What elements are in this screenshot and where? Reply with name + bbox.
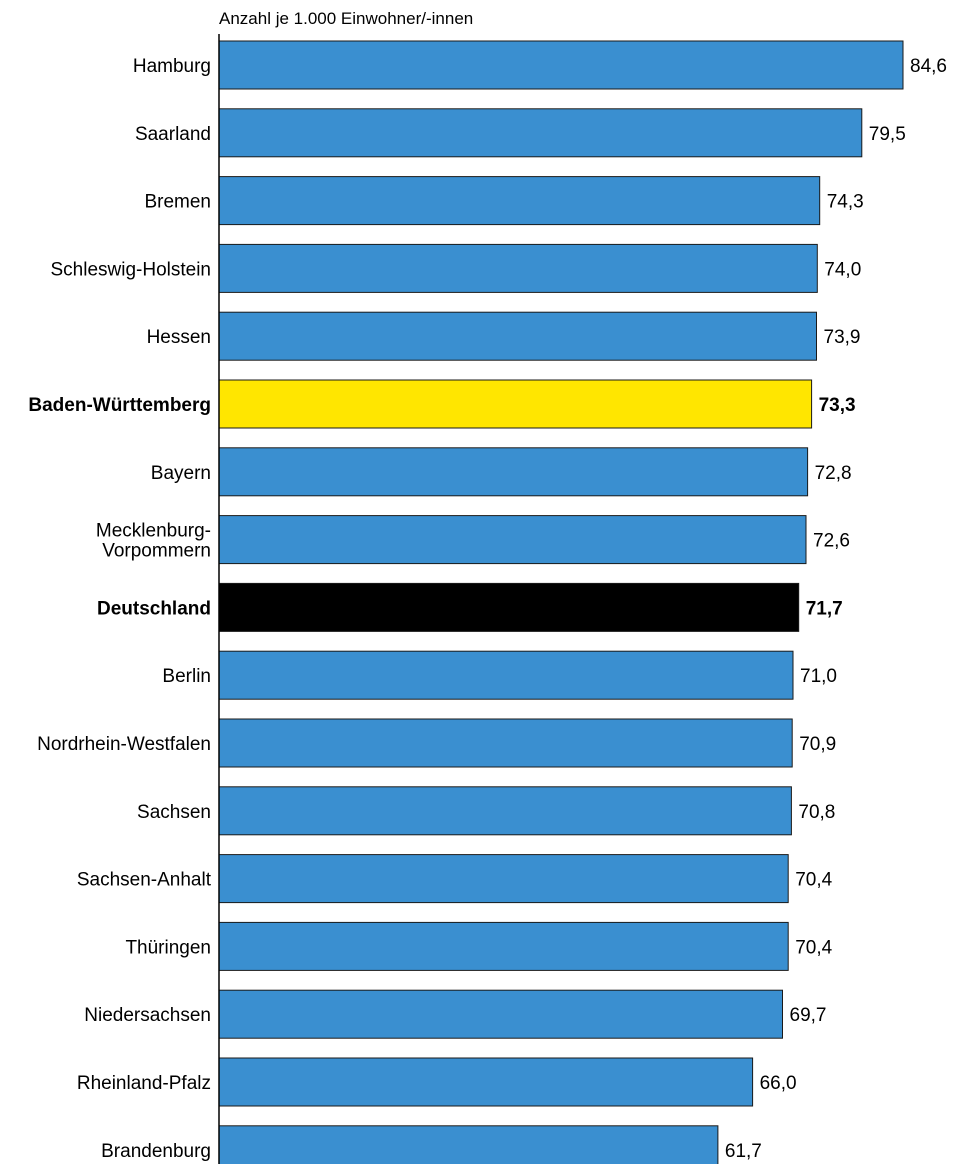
value-label: 84,6	[910, 56, 947, 77]
bar-hessen	[218, 311, 817, 361]
value-label: 72,6	[813, 531, 850, 552]
category-labels-group: Hamburg Saarland Bremen Schleswig-Holstein H…	[28, 56, 211, 1162]
bar-niedersachsen	[218, 989, 783, 1039]
bar-th-ringen	[218, 921, 789, 971]
value-label: 70,4	[795, 870, 832, 891]
bar-mecklenburg-vorpommern	[218, 515, 807, 565]
bar-bayern	[218, 447, 809, 497]
category-label: Sachsen-Anhalt	[77, 870, 212, 891]
value-label: 74,0	[824, 259, 861, 280]
bar-saarland	[218, 108, 863, 158]
unit-label: Anzahl je 1.000 Einwohner/-innen	[219, 9, 473, 28]
category-label: Mecklenburg-Vorpommern	[96, 521, 211, 562]
category-label: Nordrhein-Westfalen	[37, 734, 211, 755]
bar-schleswig-holstein	[218, 243, 818, 293]
value-label: 70,4	[795, 937, 832, 958]
bar-hamburg	[218, 40, 904, 90]
value-label: 74,3	[827, 192, 864, 213]
category-label: Hessen	[147, 327, 211, 348]
bar-brandenburg	[218, 1125, 719, 1164]
value-label: 61,7	[725, 1141, 762, 1162]
category-label: Bremen	[144, 192, 211, 213]
category-label: Brandenburg	[101, 1141, 211, 1162]
category-label: Thüringen	[125, 937, 211, 958]
category-label: Hamburg	[133, 56, 211, 77]
category-label: Schleswig-Holstein	[50, 259, 211, 280]
category-label: Saarland	[135, 124, 211, 145]
category-label: Sachsen	[137, 802, 211, 823]
bar-rheinland-pfalz	[218, 1057, 754, 1107]
category-label: Bayern	[151, 463, 211, 484]
value-label: 71,7	[806, 598, 843, 619]
category-label: Niedersachsen	[84, 1005, 211, 1026]
bar-deutschland	[218, 582, 800, 632]
value-label: 73,9	[824, 327, 861, 348]
value-label: 73,3	[819, 395, 856, 416]
value-label: 79,5	[869, 124, 906, 145]
bars-group	[218, 40, 904, 1164]
bar-berlin	[218, 650, 794, 700]
bar-baden-w-rttemberg	[218, 379, 813, 429]
value-label: 72,8	[815, 463, 852, 484]
category-label: Berlin	[162, 666, 211, 687]
bar-nordrhein-westfalen	[218, 718, 793, 768]
value-label: 70,8	[798, 802, 835, 823]
bar-sachsen-anhalt	[218, 854, 789, 904]
value-label: 71,0	[800, 666, 837, 687]
bar-sachsen	[218, 786, 792, 836]
value-label: 69,7	[790, 1005, 827, 1026]
value-labels-group: 84,6 79,5 74,3 74,0 73,9 73,3 72,8 72,6 71,7 71,0…	[725, 56, 947, 1162]
category-label: Baden-Württemberg	[28, 395, 211, 416]
category-label: Rheinland-Pfalz	[77, 1073, 211, 1094]
value-label: 66,0	[760, 1073, 797, 1094]
category-label: Deutschland	[97, 598, 211, 619]
bar-bremen	[218, 176, 821, 226]
value-label: 70,9	[799, 734, 836, 755]
